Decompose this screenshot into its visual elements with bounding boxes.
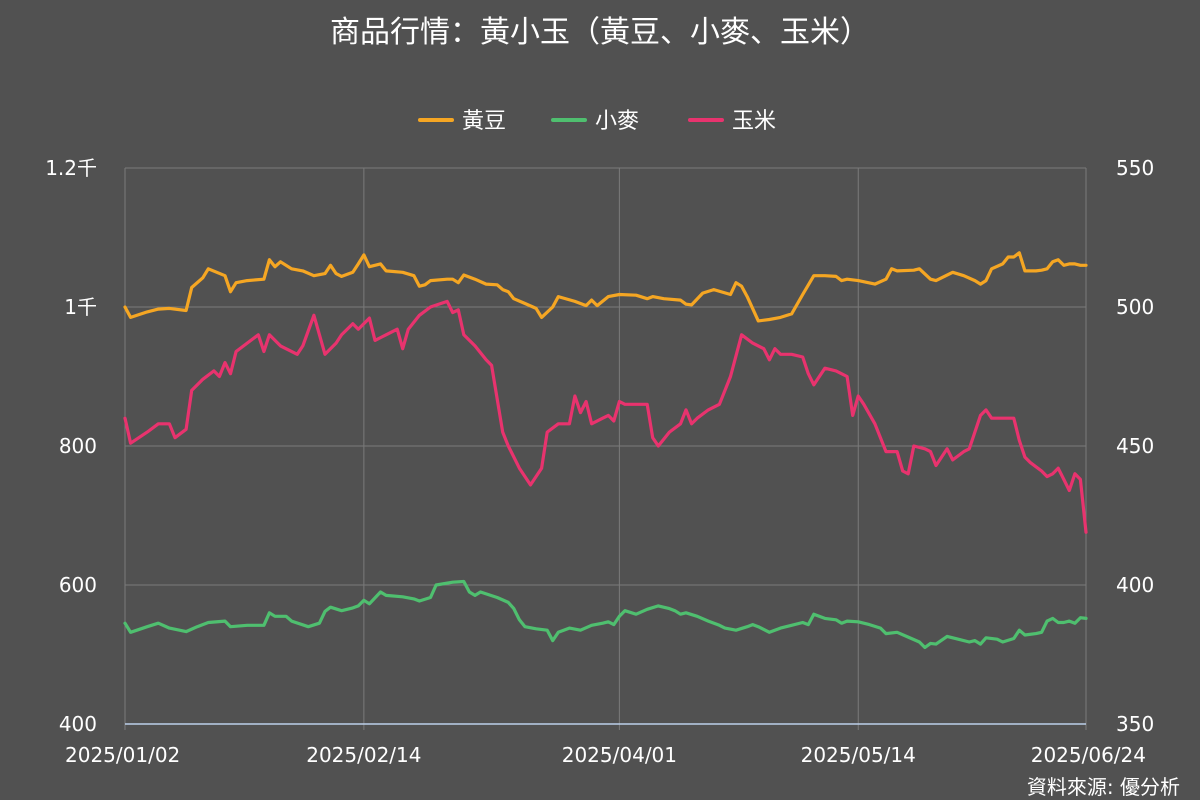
y-left-tick-label: 1.2千 [45, 156, 97, 180]
y-left-tick-label: 1千 [64, 295, 97, 319]
grid-lines [124, 167, 1087, 730]
x-tick-label: 2025/06/24 [1031, 743, 1146, 767]
y-left-tick-label: 800 [59, 434, 97, 458]
y-left-axis: 400 600 800 1千 1.2千 [45, 156, 97, 736]
x-tick-label: 2025/01/02 [65, 743, 180, 767]
y-left-tick-label: 600 [59, 573, 97, 597]
series-group [123, 251, 1088, 650]
y-right-tick-label: 500 [1116, 295, 1154, 319]
source-note: 資料來源: 優分析 [1027, 775, 1180, 799]
legend-label: 黃豆 [462, 109, 506, 134]
x-axis: 2025/01/02 2025/02/14 2025/04/01 2025/05/14… [65, 743, 1146, 767]
x-tick-label: 2025/02/14 [306, 743, 421, 767]
y-right-tick-label: 450 [1116, 434, 1154, 458]
x-tick-label: 2025/05/14 [801, 743, 916, 767]
y-left-tick-label: 400 [59, 712, 97, 736]
y-right-tick-label: 400 [1116, 573, 1154, 597]
y-right-tick-label: 350 [1116, 712, 1154, 736]
chart-title: 商品行情：黃小玉（黃豆、小麥、玉米） [330, 15, 870, 50]
series-line-黃豆 [123, 251, 1088, 323]
legend: 黃豆 小麥 玉米 [418, 109, 776, 134]
legend-label: 玉米 [732, 109, 776, 134]
y-right-axis: 350 400 450 500 550 [1116, 156, 1154, 736]
x-tick-label: 2025/04/01 [562, 743, 677, 767]
y-right-tick-label: 550 [1116, 156, 1154, 180]
legend-label: 小麥 [595, 109, 639, 134]
series-line-玉米 [123, 299, 1088, 534]
series-line-小麥 [123, 579, 1088, 650]
